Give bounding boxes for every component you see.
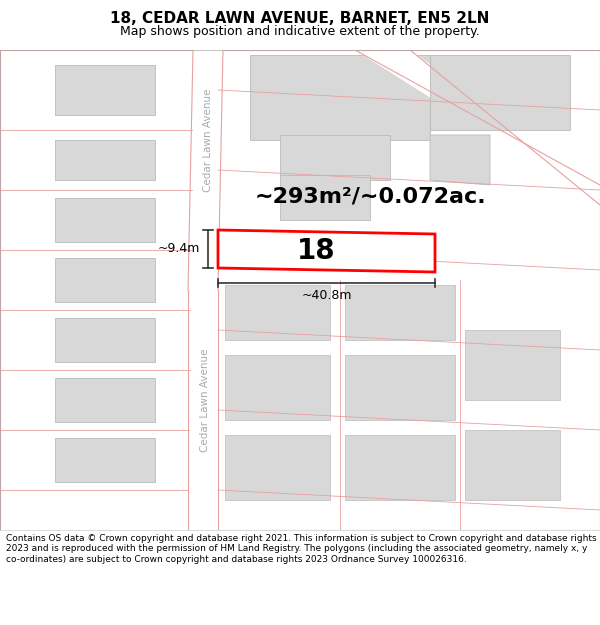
Text: ~40.8m: ~40.8m: [301, 289, 352, 302]
Polygon shape: [345, 355, 455, 420]
Polygon shape: [355, 50, 600, 205]
Text: Cedar Lawn Avenue: Cedar Lawn Avenue: [203, 88, 213, 192]
Polygon shape: [280, 135, 390, 180]
Text: Contains OS data © Crown copyright and database right 2021. This information is : Contains OS data © Crown copyright and d…: [6, 534, 596, 564]
Text: 18, CEDAR LAWN AVENUE, BARNET, EN5 2LN: 18, CEDAR LAWN AVENUE, BARNET, EN5 2LN: [110, 11, 490, 26]
Polygon shape: [55, 65, 155, 115]
Polygon shape: [280, 175, 370, 220]
Polygon shape: [430, 135, 490, 185]
Polygon shape: [55, 258, 155, 302]
Polygon shape: [225, 285, 330, 340]
Polygon shape: [250, 55, 430, 140]
Polygon shape: [55, 318, 155, 362]
Text: ~9.4m: ~9.4m: [158, 242, 200, 256]
Polygon shape: [465, 430, 560, 500]
Polygon shape: [188, 50, 223, 290]
Polygon shape: [188, 290, 218, 530]
Polygon shape: [55, 140, 155, 180]
Text: Map shows position and indicative extent of the property.: Map shows position and indicative extent…: [120, 24, 480, 38]
Text: 18: 18: [297, 237, 336, 265]
Text: Cedar Lawn Avenue: Cedar Lawn Avenue: [200, 348, 210, 452]
Polygon shape: [345, 435, 455, 500]
Polygon shape: [225, 355, 330, 420]
Polygon shape: [218, 230, 435, 272]
Polygon shape: [430, 55, 570, 130]
Polygon shape: [55, 378, 155, 422]
Polygon shape: [465, 330, 560, 400]
Polygon shape: [55, 198, 155, 242]
Polygon shape: [225, 435, 330, 500]
Polygon shape: [345, 285, 455, 340]
Polygon shape: [55, 438, 155, 482]
Text: ~293m²/~0.072ac.: ~293m²/~0.072ac.: [254, 187, 486, 207]
